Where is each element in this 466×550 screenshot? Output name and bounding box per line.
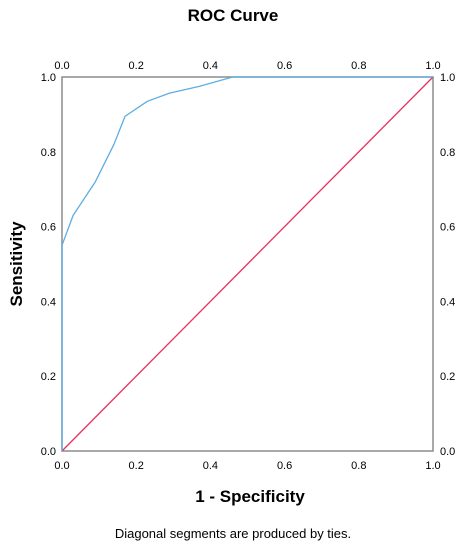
y-tick-label-left: 1.0	[41, 72, 56, 84]
y-tick-label-right: 0.2	[440, 371, 455, 383]
chart-footnote: Diagonal segments are produced by ties.	[115, 526, 351, 541]
x-tick-label-bottom: 1.0	[425, 460, 440, 472]
y-tick-label-right: 0.6	[440, 222, 455, 234]
y-tick-label-right: 1.0	[440, 72, 455, 84]
y-tick-labels-left: 0.0 0.2 0.4 0.6 0.8 1.0	[41, 72, 56, 458]
y-tick-label-left: 0.6	[41, 222, 56, 234]
roc-curve-line	[61, 76, 433, 451]
y-tick-label-right: 0.4	[440, 296, 455, 308]
x-tick-label-bottom: 0.8	[351, 460, 366, 472]
y-tick-label-right: 0.0	[440, 446, 455, 458]
x-tick-labels-top: 0.0 0.2 0.4 0.6 0.8 1.0	[54, 60, 440, 72]
x-tick-label-top: 0.4	[203, 60, 218, 72]
y-tick-label-left: 0.4	[41, 296, 56, 308]
reference-diagonal-line	[61, 76, 434, 452]
y-tick-label-left: 0.2	[41, 371, 56, 383]
x-tick-label-top: 0.2	[129, 60, 144, 72]
y-axis-title: Sensitivity	[7, 221, 26, 307]
x-tick-label-bottom: 0.0	[54, 460, 69, 472]
x-tick-label-top: 0.0	[54, 60, 69, 72]
x-tick-label-top: 1.0	[425, 60, 440, 72]
y-tick-labels-right: 0.0 0.2 0.4 0.6 0.8 1.0	[440, 72, 455, 458]
x-tick-label-bottom: 0.4	[203, 460, 218, 472]
chart-title: ROC Curve	[188, 6, 279, 25]
series-layer	[61, 76, 434, 452]
x-tick-label-bottom: 0.6	[277, 460, 292, 472]
x-tick-label-top: 0.6	[277, 60, 292, 72]
x-tick-labels-bottom: 0.0 0.2 0.4 0.6 0.8 1.0	[54, 460, 440, 472]
x-tick-label-bottom: 0.2	[129, 460, 144, 472]
x-axis-title: 1 - Specificity	[195, 487, 305, 506]
y-tick-label-left: 0.0	[41, 446, 56, 458]
x-tick-label-top: 0.8	[351, 60, 366, 72]
y-tick-label-right: 0.8	[440, 147, 455, 159]
y-tick-label-left: 0.8	[41, 147, 56, 159]
